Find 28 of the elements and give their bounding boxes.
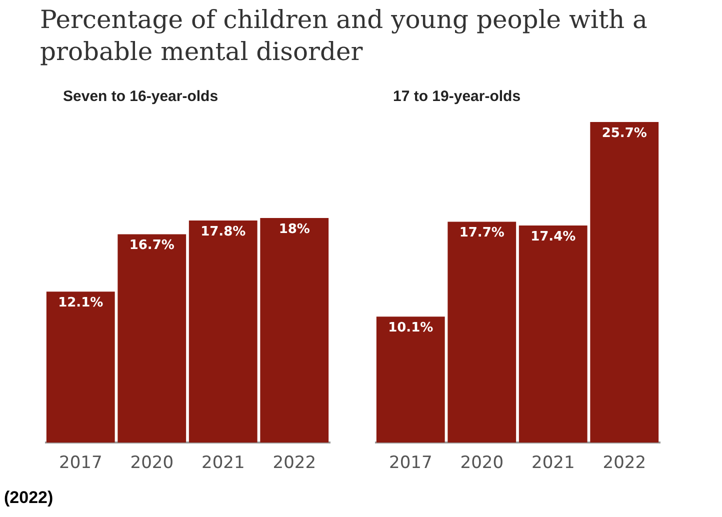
bar [188, 220, 258, 443]
data-label: 17.7% [459, 226, 504, 241]
data-label: 10.1% [388, 320, 434, 336]
chart-title: Percentage of children and young people with a probable mental disorder [40, 4, 648, 68]
chart-subtitle: 17 to 19-year-olds [393, 88, 521, 105]
bar [448, 222, 516, 443]
x-tick-label: 2017 [388, 453, 432, 474]
chart-subtitle: Seven to 16-year-olds [63, 88, 218, 105]
x-tick-label: 2022 [272, 453, 316, 474]
bar [518, 226, 588, 443]
data-label: 12.1% [58, 296, 104, 311]
data-label: 17.4% [530, 229, 576, 244]
bar [376, 316, 445, 443]
bar [590, 122, 659, 443]
x-tick-label: 2020 [130, 453, 174, 474]
bar [46, 292, 115, 443]
x-tick-label: 2021 [531, 453, 575, 474]
x-tick-label: 2020 [460, 453, 504, 474]
data-label: 25.7% [602, 126, 647, 141]
data-label: 17.8% [200, 224, 246, 240]
data-label: 18% [278, 222, 310, 237]
x-tick-label: 2017 [58, 453, 102, 474]
data-label: 16.7% [129, 238, 174, 254]
x-tick-label: 2021 [201, 453, 245, 474]
x-tick-label: 2022 [602, 453, 646, 474]
text: (2022) [4, 488, 54, 508]
bar [260, 218, 329, 443]
bar [118, 234, 186, 443]
